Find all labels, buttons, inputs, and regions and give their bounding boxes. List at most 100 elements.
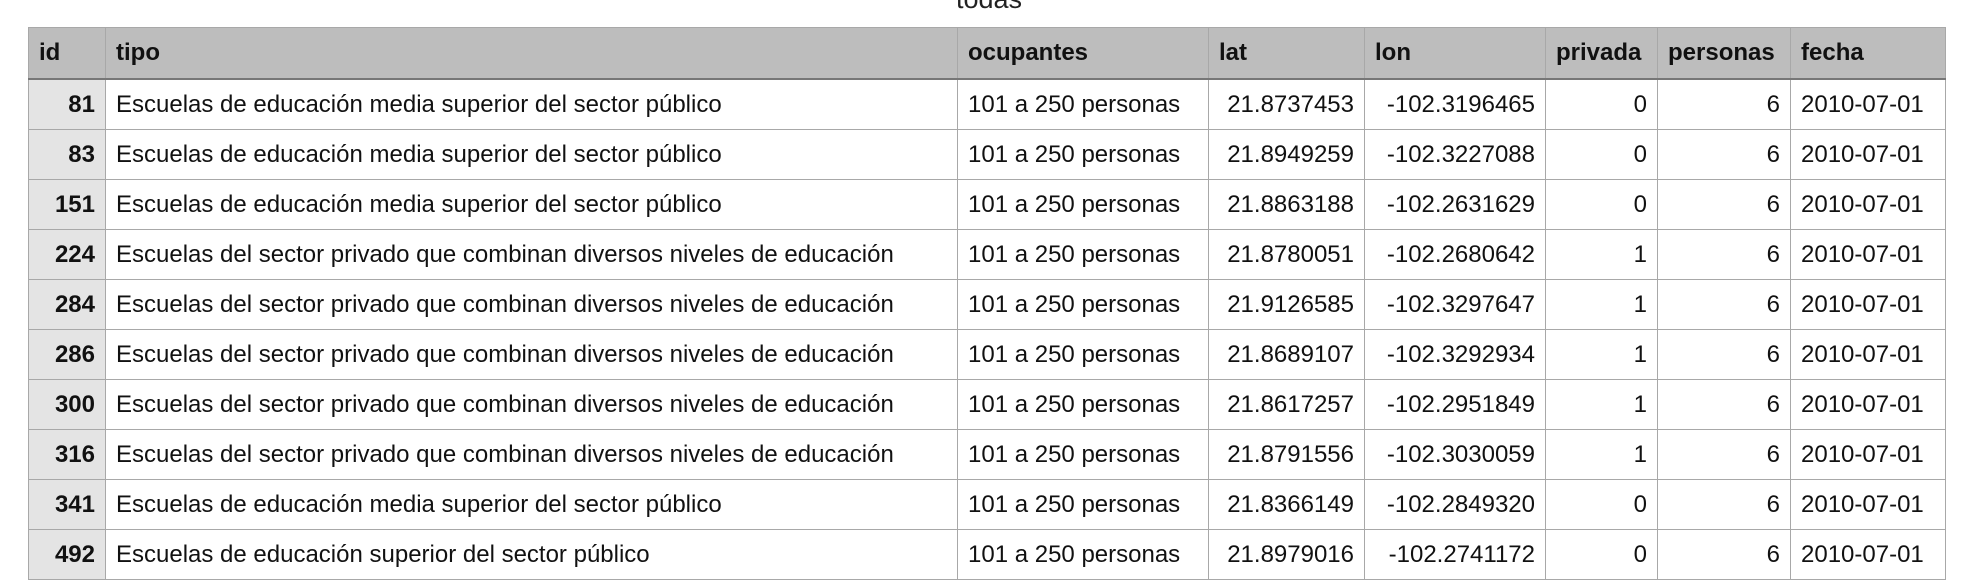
table-row: 81 Escuelas de educación media superior d… xyxy=(28,78,1946,130)
cell: Escuelas del sector privado que combinan… xyxy=(105,379,958,430)
row-id: 81 xyxy=(28,78,106,130)
column-header: lat xyxy=(1208,27,1365,80)
table-row: 316 Escuelas del sector privado que combi… xyxy=(28,429,1946,480)
cell: 1 xyxy=(1545,279,1658,330)
cell: 21.8949259 xyxy=(1208,129,1365,180)
cell: 21.8979016 xyxy=(1208,529,1365,580)
cell: 101 a 250 personas xyxy=(957,379,1209,430)
cell: 21.8737453 xyxy=(1208,78,1365,130)
cell: 0 xyxy=(1545,529,1658,580)
cell: 101 a 250 personas xyxy=(957,479,1209,530)
data-table: id tipo ocupantes lat lon privada personas fech… xyxy=(28,27,1946,580)
table-row: 224 Escuelas del sector privado que combi… xyxy=(28,229,1946,280)
cell: -102.3196465 xyxy=(1364,78,1546,130)
table-row: 492 Escuelas de educación superior del se… xyxy=(28,529,1946,580)
cell: 6 xyxy=(1657,479,1791,530)
cell: 2010-07-01 xyxy=(1790,529,1946,580)
cell: 2010-07-01 xyxy=(1790,179,1946,230)
cell: 1 xyxy=(1545,379,1658,430)
cell: -102.2849320 xyxy=(1364,479,1546,530)
cell: 21.8791556 xyxy=(1208,429,1365,480)
cell: 21.8366149 xyxy=(1208,479,1365,530)
cell: 21.8617257 xyxy=(1208,379,1365,430)
table-title: todas xyxy=(0,0,1978,15)
cell: 101 a 250 personas xyxy=(957,529,1209,580)
cell: 0 xyxy=(1545,129,1658,180)
cell: 21.8780051 xyxy=(1208,229,1365,280)
row-id: 83 xyxy=(28,129,106,180)
cell: 6 xyxy=(1657,129,1791,180)
row-id: 300 xyxy=(28,379,106,430)
cell: -102.3297647 xyxy=(1364,279,1546,330)
cell: 101 a 250 personas xyxy=(957,229,1209,280)
row-id: 224 xyxy=(28,229,106,280)
cell: 6 xyxy=(1657,78,1791,130)
cell: 2010-07-01 xyxy=(1790,379,1946,430)
cell: 101 a 250 personas xyxy=(957,279,1209,330)
cell: 101 a 250 personas xyxy=(957,78,1209,130)
cell: 1 xyxy=(1545,429,1658,480)
cell: 1 xyxy=(1545,329,1658,380)
cell: -102.2680642 xyxy=(1364,229,1546,280)
cell: 0 xyxy=(1545,179,1658,230)
cell: 21.9126585 xyxy=(1208,279,1365,330)
cell: -102.2631629 xyxy=(1364,179,1546,230)
cell: 2010-07-01 xyxy=(1790,229,1946,280)
cell: 6 xyxy=(1657,229,1791,280)
row-id: 286 xyxy=(28,329,106,380)
column-header: personas xyxy=(1657,27,1791,80)
table-body: 81 Escuelas de educación media superior d… xyxy=(28,78,1946,580)
row-id: 151 xyxy=(28,179,106,230)
cell: 1 xyxy=(1545,229,1658,280)
cell: -102.3227088 xyxy=(1364,129,1546,180)
row-id: 492 xyxy=(28,529,106,580)
table-row: 300 Escuelas del sector privado que combi… xyxy=(28,379,1946,430)
row-id: 341 xyxy=(28,479,106,530)
cell: Escuelas del sector privado que combinan… xyxy=(105,229,958,280)
cell: Escuelas de educación media superior del… xyxy=(105,78,958,130)
cell: Escuelas del sector privado que combinan… xyxy=(105,329,958,380)
cell: 0 xyxy=(1545,479,1658,530)
column-header: fecha xyxy=(1790,27,1946,80)
cell: 2010-07-01 xyxy=(1790,129,1946,180)
cell: -102.2951849 xyxy=(1364,379,1546,430)
table-row: 341 Escuelas de educación media superior … xyxy=(28,479,1946,530)
cell: Escuelas del sector privado que combinan… xyxy=(105,429,958,480)
column-header: tipo xyxy=(105,27,958,80)
column-header: ocupantes xyxy=(957,27,1209,80)
cell: Escuelas de educación media superior del… xyxy=(105,179,958,230)
header-row: id tipo ocupantes lat lon privada personas fech… xyxy=(28,27,1946,80)
cell: 6 xyxy=(1657,179,1791,230)
cell: 6 xyxy=(1657,329,1791,380)
table-row: 286 Escuelas del sector privado que combi… xyxy=(28,329,1946,380)
cell: Escuelas de educación media superior del… xyxy=(105,479,958,530)
cell: 6 xyxy=(1657,279,1791,330)
cell: 6 xyxy=(1657,429,1791,480)
column-header: privada xyxy=(1545,27,1658,80)
cell: 2010-07-01 xyxy=(1790,78,1946,130)
cell: 2010-07-01 xyxy=(1790,479,1946,530)
row-id: 316 xyxy=(28,429,106,480)
cell: 101 a 250 personas xyxy=(957,429,1209,480)
cell: 21.8689107 xyxy=(1208,329,1365,380)
cell: 101 a 250 personas xyxy=(957,129,1209,180)
cell: 0 xyxy=(1545,78,1658,130)
table-row: 83 Escuelas de educación media superior d… xyxy=(28,129,1946,180)
cell: 2010-07-01 xyxy=(1790,329,1946,380)
cell: Escuelas de educación media superior del… xyxy=(105,129,958,180)
cell: -102.3292934 xyxy=(1364,329,1546,380)
table-row: 151 Escuelas de educación media superior … xyxy=(28,179,1946,230)
table-row: 284 Escuelas del sector privado que combi… xyxy=(28,279,1946,330)
cell: 2010-07-01 xyxy=(1790,429,1946,480)
cell: 6 xyxy=(1657,529,1791,580)
cell: 6 xyxy=(1657,379,1791,430)
cell: 21.8863188 xyxy=(1208,179,1365,230)
cell: 2010-07-01 xyxy=(1790,279,1946,330)
cell: 101 a 250 personas xyxy=(957,329,1209,380)
cell: Escuelas del sector privado que combinan… xyxy=(105,279,958,330)
column-header: lon xyxy=(1364,27,1546,80)
cell: -102.3030059 xyxy=(1364,429,1546,480)
cell: -102.2741172 xyxy=(1364,529,1546,580)
cell: Escuelas de educación superior del secto… xyxy=(105,529,958,580)
